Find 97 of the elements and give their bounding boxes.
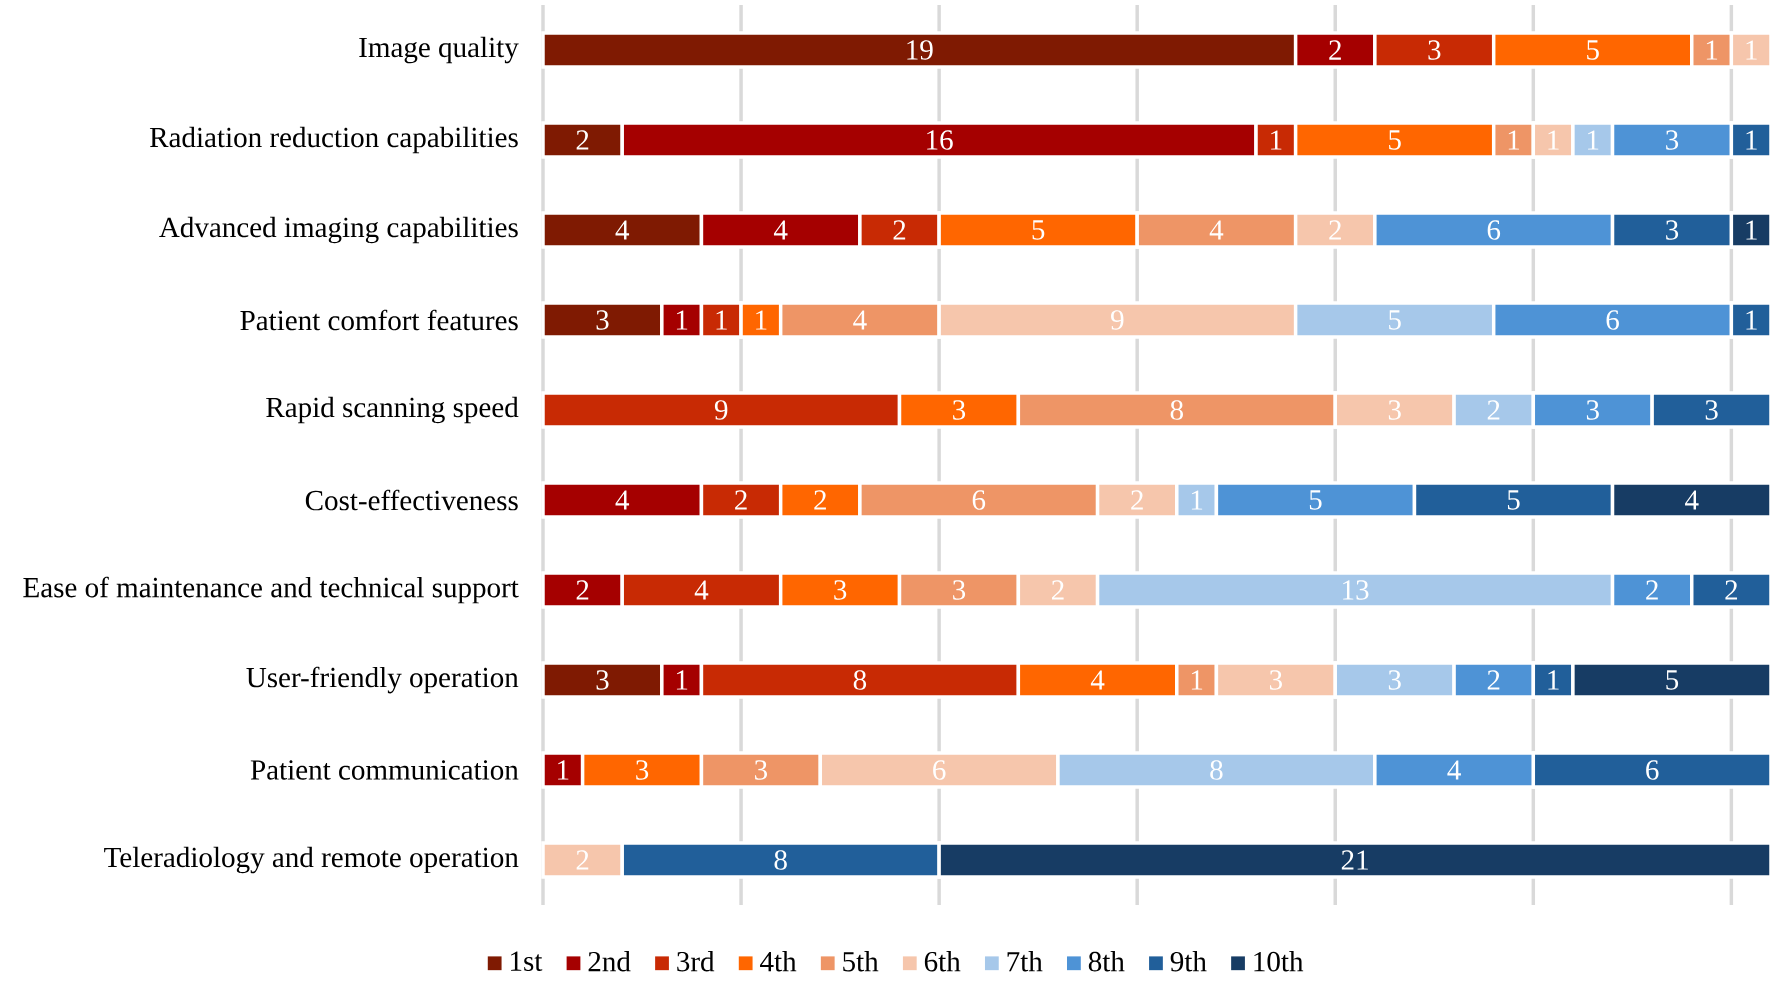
data-label: 1	[1548, 130, 1559, 150]
data-label: 3	[1428, 40, 1441, 60]
data-label: 5	[1507, 490, 1520, 510]
data-label: 2	[1487, 400, 1500, 420]
y-tick-label: User-friendly operation	[246, 666, 519, 694]
data-label: 3	[1388, 670, 1401, 690]
data-label: 2	[735, 490, 747, 510]
data-label: 9	[714, 400, 728, 420]
data-label: 6	[1646, 760, 1659, 780]
legend-label: 1st	[511, 951, 543, 971]
data-label: 4	[1685, 490, 1699, 510]
data-label: 3	[1666, 220, 1679, 240]
data-label: 5	[1389, 310, 1401, 330]
data-label: 1	[676, 310, 688, 330]
data-label: 2	[1131, 490, 1143, 510]
data-label: 1	[1271, 130, 1282, 150]
data-label: 4	[615, 490, 630, 510]
data-label: 1	[558, 760, 569, 780]
data-label: 4	[1447, 760, 1461, 780]
data-label: 3	[1586, 400, 1599, 420]
data-label: 4	[1209, 220, 1224, 240]
y-tick-label: Rapid scanning speed	[266, 396, 519, 424]
data-label: 1	[1706, 40, 1718, 60]
data-label: 4	[773, 220, 788, 240]
data-label: 4	[1090, 670, 1105, 690]
data-label: 3	[636, 760, 649, 780]
data-label: 3	[755, 760, 768, 780]
data-label: 1	[716, 310, 727, 330]
data-label: 1	[1746, 310, 1757, 330]
data-label: 2	[576, 580, 589, 600]
legend-label: 9th	[1170, 951, 1207, 972]
data-label: 13	[1343, 580, 1369, 600]
data-label: 19	[907, 40, 933, 60]
data-label: 1	[1588, 130, 1599, 150]
data-label: 6	[1487, 220, 1501, 240]
y-tick-label: Radiation reduction capabilities	[149, 126, 518, 154]
y-tick-label: Patient communication	[250, 760, 519, 780]
data-label: 1	[1746, 220, 1757, 240]
data-label: 1	[1746, 130, 1757, 150]
legend-label: 7th	[1007, 951, 1043, 972]
data-label: 5	[1666, 670, 1679, 690]
data-label: 5	[1587, 40, 1599, 60]
data-label: 1	[1191, 490, 1203, 510]
y-tick-label: Teleradiology and remote operation	[104, 846, 519, 874]
data-label: 8	[1210, 760, 1223, 780]
data-label: 5	[1032, 220, 1045, 240]
data-label: 6	[933, 760, 946, 780]
data-label: 3	[596, 670, 609, 690]
data-label: 1	[1508, 130, 1520, 150]
data-label: 1	[1191, 670, 1203, 690]
legend-label: 2nd	[588, 951, 631, 972]
legend-label: 5th	[843, 951, 879, 972]
data-label: 2	[1052, 580, 1064, 600]
data-label: 2	[1725, 580, 1738, 600]
data-label: 4	[615, 220, 630, 240]
data-label: 2	[1646, 580, 1658, 600]
data-label: 3	[1269, 670, 1282, 690]
data-label: 3	[953, 580, 966, 600]
y-tick-label: Ease of maintenance and technical support	[23, 576, 519, 604]
data-label: 8	[1170, 400, 1183, 420]
y-tick-label: Cost-effectiveness	[305, 489, 518, 511]
data-label: 8	[774, 850, 787, 870]
data-label: 3	[596, 310, 609, 330]
data-label: 1	[676, 670, 688, 690]
data-label: 1	[1548, 670, 1559, 690]
data-label: 2	[893, 220, 906, 240]
legend-label: 6th	[924, 951, 961, 972]
data-label: 16	[927, 130, 953, 150]
data-label: 4	[694, 580, 709, 600]
data-label: 1	[756, 310, 767, 330]
data-label: 2	[1329, 220, 1341, 240]
data-label: 3	[1705, 400, 1718, 420]
data-label: 2	[1487, 670, 1500, 690]
y-tick-label: Advanced imaging capabilities	[159, 216, 518, 244]
data-label: 3	[1388, 400, 1401, 420]
data-label: 3	[834, 580, 847, 600]
data-label: 21	[1341, 850, 1368, 870]
data-label: 5	[1309, 490, 1322, 510]
data-label: 6	[972, 490, 986, 510]
data-label: 6	[1606, 310, 1619, 330]
legend-label: 10th	[1254, 951, 1304, 972]
legend-label: 8th	[1088, 951, 1125, 972]
data-label: 3	[953, 400, 966, 420]
data-label: 8	[853, 670, 867, 690]
legend-label: 4th	[760, 951, 797, 972]
data-label: 3	[1666, 130, 1679, 150]
data-label: 4	[853, 310, 867, 330]
data-label: 2	[1329, 40, 1341, 60]
y-tick-label: Patient comfort features	[240, 309, 518, 331]
legend-label: 3rd	[677, 951, 715, 972]
data-label: 9	[1111, 310, 1124, 330]
data-label: 2	[576, 130, 589, 150]
y-tick-label: Image quality	[359, 36, 519, 64]
data-label: 2	[814, 490, 826, 510]
data-label: 5	[1389, 130, 1401, 150]
data-label: 2	[576, 850, 589, 870]
data-label: 1	[1746, 40, 1757, 60]
